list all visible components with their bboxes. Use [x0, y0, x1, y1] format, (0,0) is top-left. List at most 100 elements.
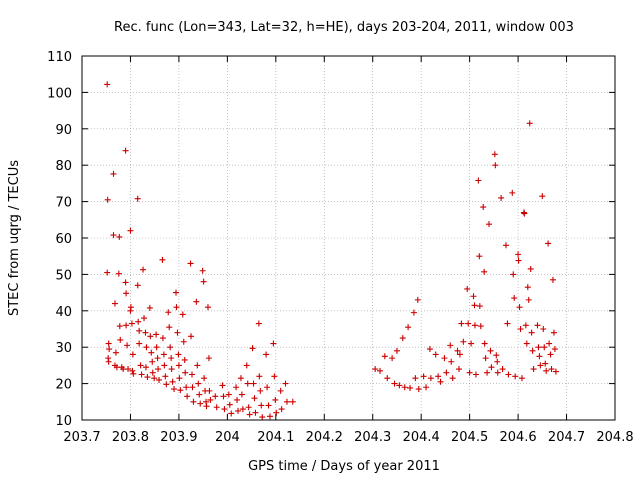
- y-tick-label: 50: [55, 268, 72, 283]
- data-point: [546, 340, 553, 347]
- data-point: [163, 381, 170, 388]
- data-point: [484, 369, 491, 376]
- data-point: [181, 356, 188, 363]
- x-axis-label: GPS time / Days of year 2011: [248, 459, 440, 474]
- data-point: [243, 362, 250, 369]
- data-point: [477, 323, 484, 330]
- data-point: [523, 340, 530, 347]
- data-point: [524, 284, 531, 291]
- data-point: [110, 170, 117, 177]
- data-point: [154, 355, 161, 362]
- data-point: [106, 346, 113, 353]
- data-point: [481, 340, 488, 347]
- data-point: [123, 322, 130, 329]
- data-point: [246, 411, 253, 418]
- data-point: [175, 351, 182, 358]
- data-point: [117, 336, 124, 343]
- data-point: [454, 347, 461, 354]
- data-point: [221, 406, 228, 413]
- data-point: [142, 329, 149, 336]
- y-tick-label: 100: [47, 86, 72, 101]
- data-point: [518, 375, 525, 382]
- data-point: [396, 382, 403, 389]
- data-point: [476, 253, 483, 260]
- data-point: [391, 380, 398, 387]
- data-point: [112, 349, 119, 356]
- data-point: [486, 221, 493, 228]
- data-point: [244, 380, 251, 387]
- data-point: [226, 401, 233, 408]
- data-point: [199, 267, 206, 274]
- x-tick-label: 203.8: [112, 430, 149, 445]
- data-point: [142, 364, 149, 371]
- data-point: [258, 402, 265, 409]
- data-point: [535, 344, 542, 351]
- data-point: [277, 387, 284, 394]
- data-point: [505, 371, 512, 378]
- data-point: [415, 386, 422, 393]
- data-point: [536, 353, 543, 360]
- data-point: [167, 344, 174, 351]
- data-point: [410, 309, 417, 316]
- data-point: [551, 346, 558, 353]
- data-point: [517, 326, 524, 332]
- data-point: [235, 407, 242, 414]
- data-point: [465, 320, 472, 327]
- data-point: [171, 386, 178, 393]
- data-point: [456, 351, 463, 358]
- data-point: [123, 290, 130, 297]
- data-point: [443, 369, 450, 376]
- data-point: [515, 257, 522, 264]
- data-point: [282, 380, 289, 387]
- data-point: [111, 300, 118, 307]
- data-point: [151, 375, 158, 382]
- data-point: [239, 406, 246, 413]
- data-point: [134, 195, 141, 202]
- data-point: [412, 375, 419, 382]
- data-point: [401, 384, 408, 391]
- data-point: [212, 393, 219, 400]
- data-point: [499, 366, 506, 373]
- data-point: [289, 398, 296, 405]
- data-point: [146, 304, 153, 311]
- y-tick-label: 90: [55, 123, 72, 138]
- data-point: [176, 375, 183, 382]
- data-point: [206, 387, 213, 394]
- data-point: [129, 351, 136, 358]
- data-point: [543, 367, 550, 374]
- data-point: [174, 329, 181, 336]
- data-point: [124, 342, 131, 349]
- data-point: [529, 347, 536, 354]
- data-point: [256, 373, 263, 380]
- data-point: [540, 326, 547, 332]
- data-point: [488, 364, 495, 371]
- data-point: [547, 351, 554, 358]
- data-point: [179, 311, 186, 318]
- data-point: [165, 309, 172, 316]
- data-point: [104, 269, 111, 276]
- data-point: [448, 358, 455, 365]
- data-point: [251, 395, 258, 402]
- data-point: [426, 346, 433, 353]
- data-point: [522, 322, 529, 329]
- data-point: [534, 322, 541, 329]
- data-point: [498, 194, 505, 201]
- data-point: [173, 289, 180, 296]
- data-point: [188, 371, 195, 378]
- data-point: [265, 402, 272, 409]
- data-point: [144, 374, 151, 381]
- data-point: [435, 373, 442, 380]
- data-point: [259, 414, 266, 421]
- data-point: [504, 320, 511, 327]
- data-point: [125, 366, 132, 373]
- data-point: [480, 204, 487, 211]
- data-point: [128, 320, 135, 327]
- data-point: [414, 296, 421, 303]
- data-point: [190, 398, 197, 405]
- data-point: [147, 333, 154, 340]
- data-point: [182, 369, 189, 376]
- data-point: [272, 396, 279, 403]
- data-point: [278, 406, 285, 413]
- data-point: [494, 358, 501, 365]
- data-point: [122, 147, 129, 154]
